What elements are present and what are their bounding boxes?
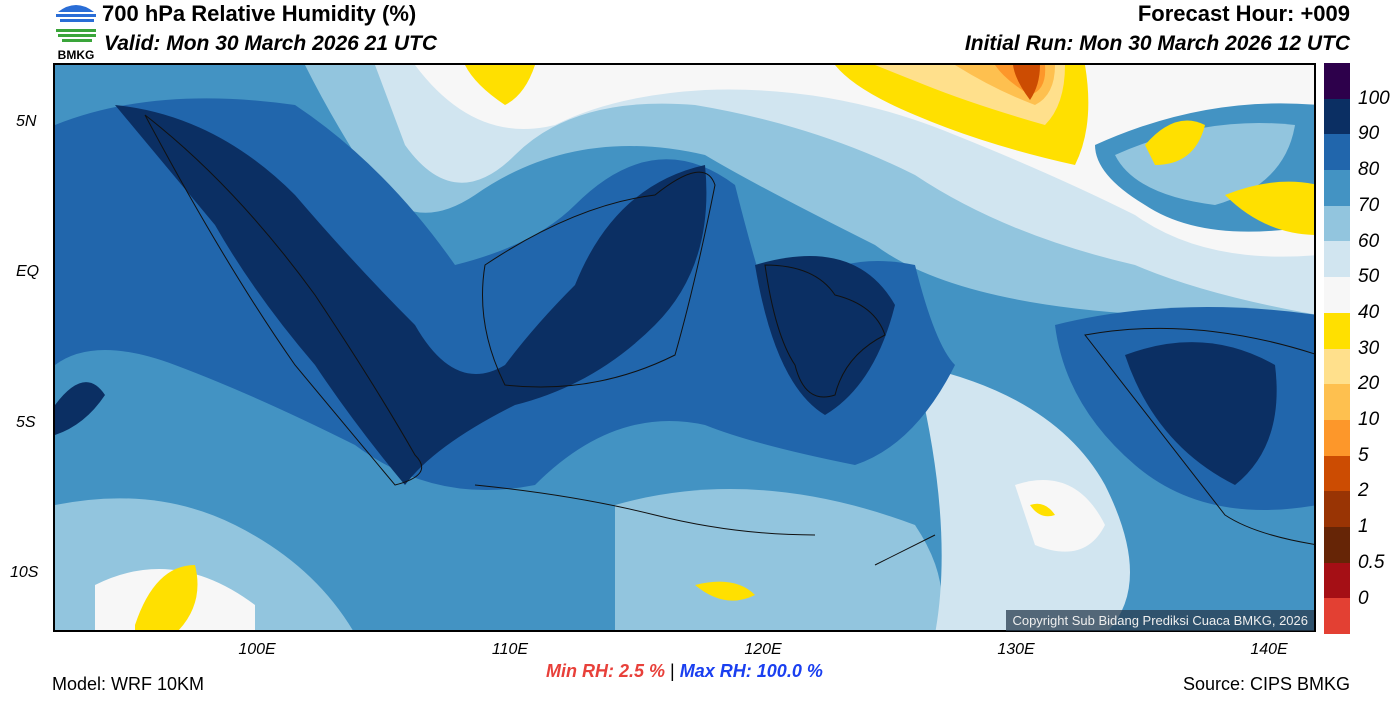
initial-run: Initial Run: Mon 30 March 2026 12 UTC [964, 32, 1350, 55]
model-label: Model: WRF 10KM [52, 674, 205, 694]
colorbar-swatch [1324, 205, 1350, 242]
colorbar-label: 100 [1358, 87, 1390, 109]
lat-label: 10S [10, 564, 39, 581]
colorbar-swatch [1324, 312, 1350, 349]
valid-time: Valid: Mon 30 March 2026 21 UTC [104, 32, 437, 55]
colorbar-label: 1 [1358, 516, 1369, 538]
colorbar-swatch [1324, 134, 1350, 171]
colorbar-label: 70 [1358, 194, 1380, 216]
lat-label: 5S [16, 414, 36, 431]
colorbar-swatch [1324, 348, 1350, 385]
max-rh-value: 100.0 % [756, 661, 823, 681]
source-label: Source: CIPS BMKG [1182, 674, 1350, 694]
colorbar-label: 10 [1358, 409, 1380, 430]
colorbar-label: 50 [1358, 266, 1380, 288]
min-rh-value: 2.5 % [619, 661, 666, 681]
forecast-hour: Forecast Hour: +009 [1137, 1, 1350, 26]
rh-range: Min RH: 2.5 % | Max RH: 100.0 % [546, 661, 823, 682]
colorbar-label: 60 [1358, 230, 1380, 252]
colorbar-label: 20 [1358, 373, 1380, 395]
lon-label: 100E [238, 641, 276, 658]
lat-label: 5N [16, 113, 37, 130]
lon-label: 120E [744, 641, 782, 658]
colorbar-label: 80 [1358, 159, 1380, 181]
colorbar-swatch [1324, 63, 1350, 99]
colorbar-swatch [1324, 491, 1350, 527]
colorbar-swatch [1324, 241, 1350, 278]
colorbar-label: 5 [1358, 444, 1369, 466]
lat-label: EQ [16, 263, 40, 280]
colorbar [1324, 63, 1350, 634]
colorbar-swatch [1324, 419, 1350, 456]
bmkg-logo: BMKG [52, 0, 100, 62]
colorbar-swatch [1324, 277, 1350, 313]
colorbar-swatch [1324, 98, 1350, 135]
colorbar-swatch [1324, 526, 1350, 563]
lon-label: 130E [997, 641, 1035, 658]
copyright-notice: Copyright Sub Bidang Prediksi Cuaca BMKG… [1006, 610, 1314, 631]
colorbar-swatch [1324, 455, 1350, 492]
colorbar-label: 90 [1358, 123, 1380, 145]
svg-text:BMKG: BMKG [58, 48, 95, 62]
max-rh-label: Max RH: [679, 661, 752, 681]
lon-label: 110E [491, 641, 529, 658]
min-rh-label: Min RH: [546, 661, 614, 681]
colorbar-swatch [1324, 562, 1350, 599]
colorbar-label: 30 [1358, 337, 1380, 359]
lon-label: 140E [1250, 641, 1288, 658]
colorbar-swatch [1324, 170, 1350, 206]
colorbar-label: 40 [1358, 301, 1380, 323]
colorbar-swatch [1324, 598, 1350, 634]
colorbar-label: 2 [1358, 480, 1369, 502]
colorbar-label: 0.5 [1358, 551, 1385, 573]
separator: | [670, 661, 675, 681]
humidity-map [53, 63, 1316, 632]
map-title: 700 hPa Relative Humidity (%) [102, 1, 417, 26]
colorbar-swatch [1324, 384, 1350, 420]
colorbar-label: 0 [1358, 587, 1369, 609]
